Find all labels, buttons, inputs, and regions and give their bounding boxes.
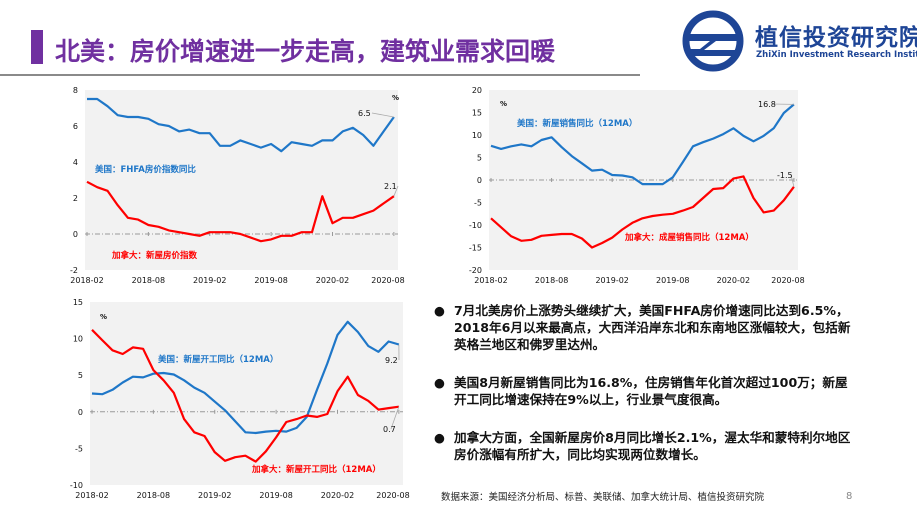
y-tick-label: -10 — [469, 221, 482, 230]
series-label: 加拿大：成屋销售同比（12MA） — [624, 232, 754, 243]
y-tick-label: -5 — [474, 199, 482, 208]
end-value-label: 0.7 — [383, 425, 396, 434]
unit-label: % — [392, 94, 399, 102]
x-tick-label: 2018-02 — [75, 491, 108, 500]
end-value-label: -1.5 — [777, 171, 793, 180]
y-tick-label: 15 — [73, 298, 83, 307]
y-tick-label: -10 — [70, 481, 83, 490]
x-tick-label: 2019-02 — [595, 276, 628, 285]
series-label: 美国：新屋销售同比（12MA） — [517, 118, 637, 129]
x-tick-label: 2018-08 — [137, 491, 170, 500]
end-value-label: 6.5 — [358, 109, 371, 118]
data-source-note: 数据来源：美国经济分析局、标普、美联储、加拿大统计局、植信投资研究院 — [441, 492, 765, 503]
end-label-leader — [790, 174, 795, 187]
bullet-dot-icon: ● — [434, 375, 445, 390]
end-value-label: 2.1 — [384, 182, 397, 191]
y-tick-label: 4 — [73, 158, 78, 167]
series-label: 美国：新屋开工同比（12MA） — [158, 354, 278, 365]
x-tick-label: 2018-08 — [535, 276, 568, 285]
series-label: 加拿大：新屋房价指数 — [111, 250, 198, 261]
bullet-text: 7月北美房价上涨势头继续扩大，美国FHFA房价增速同比达到6.5%，2018年6… — [454, 303, 851, 352]
unit-label: % — [500, 100, 507, 108]
us-series-line — [87, 97, 395, 153]
page-title: 北美：房价增速进一步走高，建筑业需求回暖 — [55, 37, 556, 66]
x-tick-label: 2020-02 — [717, 276, 750, 285]
y-tick-label: 20 — [472, 86, 482, 95]
y-tick-label: 0 — [477, 176, 482, 185]
y-tick-label: -5 — [75, 444, 83, 453]
x-tick-label: 2018-02 — [70, 276, 103, 285]
series-label: 美国：FHFA房价指数同比 — [95, 164, 196, 175]
y-tick-label: 2 — [73, 194, 78, 203]
x-tick-label: 2020-08 — [771, 276, 804, 285]
logo-name-cn: 植信投资研究院 — [755, 25, 917, 51]
x-tick-label: 2020-02 — [316, 276, 349, 285]
x-tick-label: 2019-02 — [198, 491, 231, 500]
y-tick-label: -2 — [70, 266, 78, 275]
y-tick-label: 6 — [73, 122, 78, 131]
logo-name-en: ZhiXin Investment Research Institute — [756, 50, 917, 60]
series-label: 加拿大：新屋开工同比（12MA） — [251, 464, 381, 475]
bullet-item: ● 美国8月新屋销售同比为16.8%，住房销售年化首次超过100万；新屋开工同比增… — [432, 374, 857, 408]
bullet-item: ● 7月北美房价上涨势头继续扩大，美国FHFA房价增速同比达到6.5%，2018年… — [432, 302, 857, 353]
logo-icon — [682, 10, 744, 72]
x-tick-label: 2020-08 — [371, 276, 404, 285]
x-tick-label: 2018-08 — [132, 276, 165, 285]
x-tick-label: 2019-08 — [656, 276, 689, 285]
y-tick-label: 15 — [472, 109, 482, 118]
y-tick-label: 5 — [477, 154, 482, 163]
y-tick-label: 10 — [73, 335, 83, 344]
canada-series-line — [91, 329, 400, 463]
bullet-list: ● 7月北美房价上涨势头继续扩大，美国FHFA房价增速同比达到6.5%，2018年… — [432, 302, 857, 484]
x-tick-label: 2018-02 — [474, 276, 507, 285]
canada-series-line — [86, 180, 395, 243]
end-label-leader — [371, 112, 394, 118]
unit-label: % — [100, 313, 107, 321]
us-series-line — [91, 320, 400, 435]
page-number: 8 — [846, 491, 853, 502]
us-series-line — [490, 103, 795, 186]
end-label-leader — [390, 406, 400, 430]
bullet-item: ● 加拿大方面，全国新屋房价8月同比增长2.1%，渥太华和蒙特利尔地区房价涨幅有所… — [432, 429, 857, 463]
y-tick-label: -20 — [469, 266, 482, 275]
bullet-text: 美国8月新屋销售同比为16.8%，住房销售年化首次超过100万；新屋开工同比增速… — [454, 375, 848, 407]
y-tick-label: 8 — [73, 86, 78, 95]
x-tick-label: 2020-08 — [376, 491, 409, 500]
bullet-dot-icon: ● — [434, 303, 445, 318]
end-value-label: 16.8 — [758, 100, 776, 109]
plot-area — [85, 90, 398, 270]
bullet-text: 加拿大方面，全国新屋房价8月同比增长2.1%，渥太华和蒙特利尔地区房价涨幅有所扩… — [454, 430, 851, 462]
y-tick-label: 5 — [78, 371, 83, 380]
x-tick-label: 2019-08 — [259, 491, 292, 500]
y-tick-label: 10 — [472, 131, 482, 140]
y-tick-label: 0 — [78, 408, 83, 417]
x-tick-label: 2020-02 — [321, 491, 354, 500]
title-divider — [0, 74, 640, 76]
x-tick-label: 2019-08 — [254, 276, 287, 285]
plot-area — [90, 302, 403, 485]
end-value-label: 9.2 — [385, 356, 398, 365]
bullet-dot-icon: ● — [434, 430, 445, 445]
end-label-leader — [393, 185, 399, 197]
y-tick-label: -15 — [469, 244, 482, 253]
title-accent-bar — [31, 30, 43, 64]
y-tick-label: 0 — [73, 230, 78, 239]
x-tick-label: 2019-02 — [193, 276, 226, 285]
